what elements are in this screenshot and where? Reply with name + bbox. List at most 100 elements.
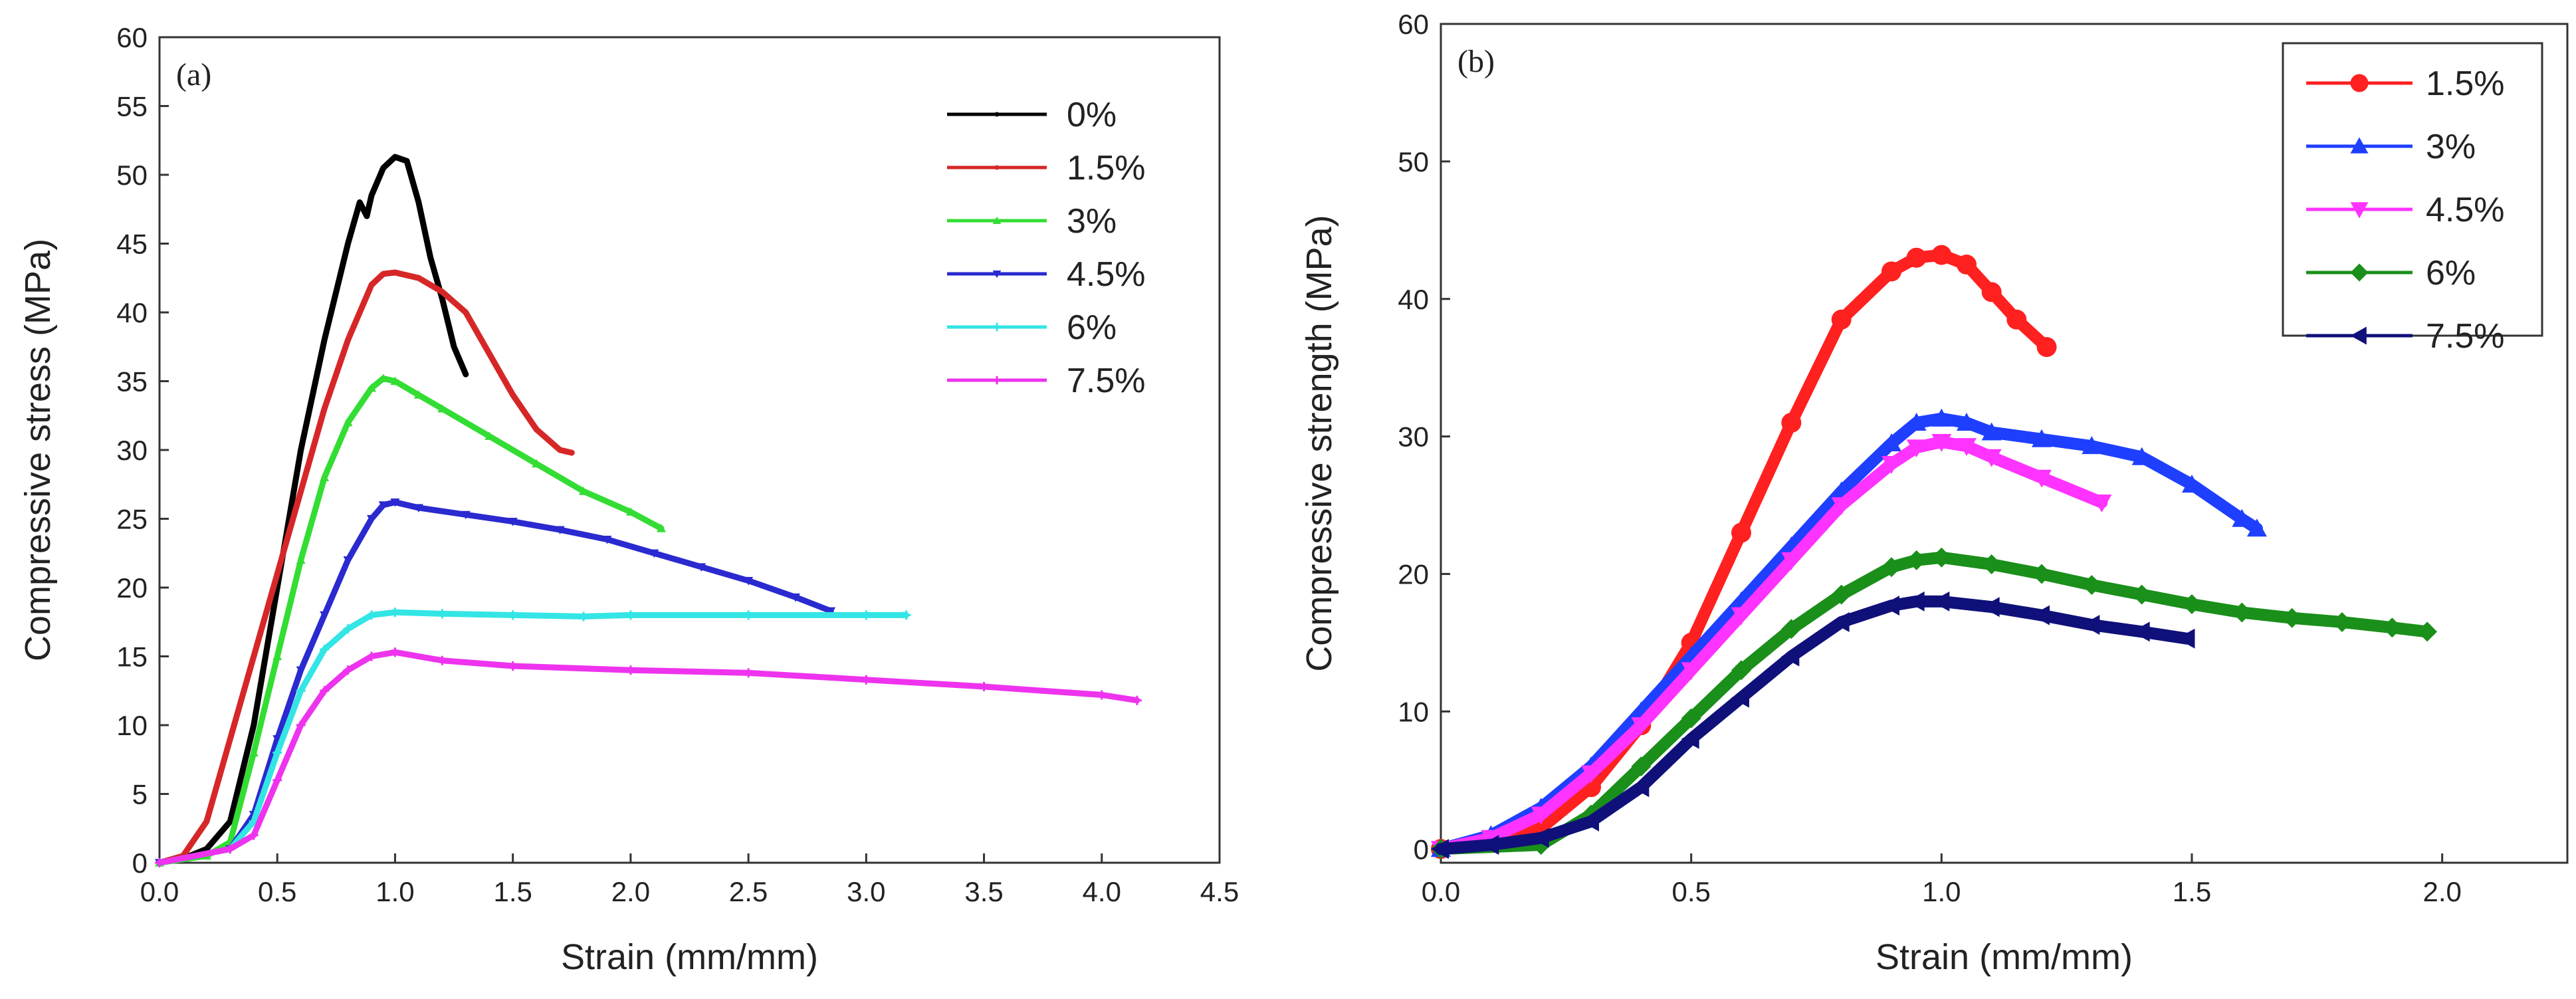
- data-point: [2232, 508, 2252, 527]
- legend-entry: 6%: [947, 308, 1117, 347]
- data-point: [343, 624, 353, 634]
- data-point: [555, 526, 565, 535]
- data-point: [2246, 518, 2267, 537]
- data-point: [227, 819, 233, 824]
- panel-a-chart: 0.0 0.5 1.0 1.5 2.0 2.5 3.0 3.5 4.0 4.5 0 5 10 15 20 25…: [18, 22, 1239, 977]
- data-point: [298, 447, 304, 453]
- legend-label: 6%: [1067, 308, 1117, 347]
- data-point: [390, 608, 400, 617]
- legend-label: 3%: [2426, 128, 2476, 166]
- y-axis-title: Compressive stress (MPa): [18, 239, 58, 661]
- data-point: [2082, 575, 2102, 596]
- data-point: [1931, 433, 1952, 452]
- data-point: [1957, 438, 1977, 457]
- data-point: [1681, 662, 1701, 681]
- data-point: [1831, 497, 1852, 516]
- x-tick-label: 1.0: [1922, 876, 1961, 907]
- data-point: [298, 489, 304, 494]
- legend-label: 6%: [2426, 254, 2476, 292]
- data-point: [227, 736, 233, 742]
- plot-frame: [158, 36, 1221, 864]
- data-point: [1731, 522, 1751, 543]
- data-point: [1981, 422, 2002, 441]
- legend-marker: [2350, 202, 2369, 219]
- series-6%: [1431, 547, 2438, 859]
- data-point: [204, 846, 209, 852]
- data-point: [249, 748, 259, 756]
- data-point: [364, 213, 370, 219]
- data-point: [296, 666, 306, 675]
- data-point: [1781, 646, 1800, 667]
- data-point: [320, 686, 330, 696]
- y-tick-label: 0: [132, 847, 148, 879]
- data-point: [390, 647, 400, 657]
- data-point: [2177, 628, 2195, 649]
- data-point: [1781, 412, 1802, 433]
- legend-label: 4.5%: [1067, 255, 1146, 294]
- data-point: [2332, 611, 2352, 632]
- data-point: [2417, 621, 2438, 642]
- legend-label: 1.5%: [2426, 64, 2505, 103]
- legend-label: 0%: [1067, 96, 1117, 134]
- data-point: [225, 844, 235, 854]
- legend-entry: 1.5%: [2306, 64, 2505, 103]
- x-tick-label: 1.5: [2173, 876, 2211, 907]
- data-point: [1831, 611, 1850, 632]
- data-point: [322, 337, 327, 343]
- data-point: [1631, 777, 1650, 798]
- data-point: [2131, 584, 2152, 605]
- data-point: [296, 686, 306, 696]
- data-point: [296, 721, 306, 730]
- data-point: [486, 351, 492, 356]
- data-point: [416, 275, 421, 281]
- data-point: [1731, 660, 1751, 681]
- data-point: [2082, 615, 2100, 635]
- data-point: [508, 518, 518, 526]
- data-point: [1981, 449, 2002, 467]
- data-point: [2282, 608, 2302, 628]
- data-point: [557, 447, 563, 453]
- y-tick-label: 40: [1398, 284, 1429, 315]
- legend-label: 7.5%: [2426, 317, 2505, 356]
- legend-label: 7.5%: [1067, 362, 1146, 400]
- legend-marker: [2350, 263, 2369, 282]
- data-point: [1881, 596, 1899, 616]
- y-tick-label: 25: [116, 504, 148, 535]
- data-point: [1731, 687, 1749, 708]
- data-point: [369, 193, 374, 198]
- data-point: [1906, 591, 1925, 611]
- data-point: [1581, 811, 1599, 832]
- y-tick-label: 20: [1398, 559, 1429, 590]
- x-tick-label: 2.0: [611, 876, 650, 907]
- y-tick-label: 20: [116, 572, 148, 604]
- data-point: [1931, 591, 1950, 611]
- data-point: [1881, 456, 1901, 475]
- data-point: [1631, 756, 1652, 777]
- data-point: [272, 735, 282, 744]
- y-tick-label: 30: [1398, 421, 1429, 453]
- legend-marker: [994, 165, 1000, 170]
- data-point: [1881, 557, 1901, 578]
- data-point: [390, 376, 400, 386]
- data-point: [569, 450, 575, 455]
- data-point: [413, 504, 423, 512]
- data-point: [343, 417, 353, 427]
- data-point: [367, 610, 376, 620]
- data-point: [272, 651, 282, 661]
- series-line: [156, 609, 910, 866]
- series-line: [1435, 249, 2053, 855]
- y-tick-label: 0: [1414, 833, 1429, 865]
- data-point: [251, 653, 257, 659]
- data-point: [343, 556, 353, 565]
- data-point: [2131, 621, 2150, 642]
- data-point: [369, 282, 374, 288]
- data-point: [1906, 247, 1927, 268]
- x-tick-label: 3.0: [847, 876, 885, 907]
- series-line: [156, 269, 575, 866]
- data-point: [861, 675, 871, 685]
- data-point: [1931, 245, 1952, 265]
- legend-entry: 3%: [947, 202, 1117, 241]
- data-point: [1881, 261, 1901, 282]
- data-point: [1781, 552, 1802, 570]
- y-tick-label: 60: [116, 22, 148, 53]
